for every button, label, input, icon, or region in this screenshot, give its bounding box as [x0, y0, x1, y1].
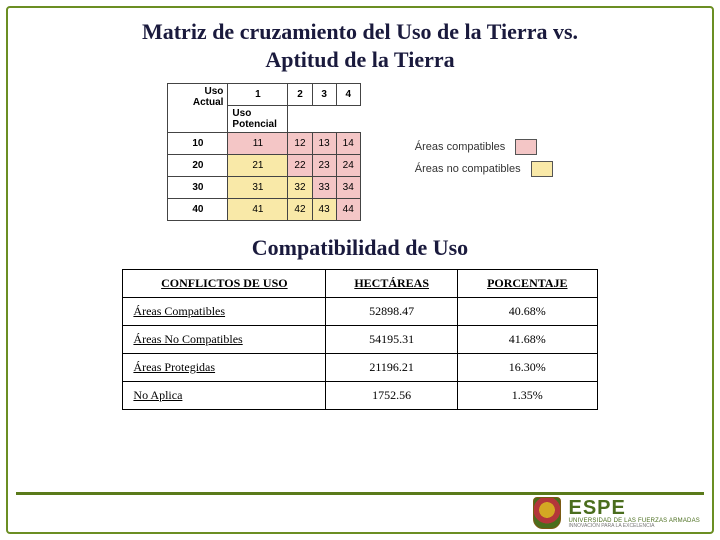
matrix-cell: 14 — [336, 133, 360, 155]
subtitle: Compatibilidad de Uso — [30, 235, 690, 261]
matrix-cell: 12 — [288, 133, 312, 155]
row-hectareas: 52898.47 — [326, 298, 458, 326]
matrix-cell: 31 — [228, 177, 288, 199]
table-header-row: CONFLICTOS DE USO HECTÁREAS PORCENTAJE — [123, 270, 597, 298]
legend-compat-swatch — [515, 139, 537, 155]
row-porcentaje: 16.30% — [457, 354, 597, 382]
row-label: Áreas Compatibles — [123, 298, 326, 326]
main-title: Matriz de cruzamiento del Uso de la Tier… — [30, 18, 690, 73]
matrix-cell: 41 — [228, 199, 288, 221]
cross-matrix: UsoActual 1 2 3 4 UsoPotencial1011121314… — [167, 83, 384, 221]
th-porcentaje: PORCENTAJE — [457, 270, 597, 298]
legend-compat-label: Áreas compatibles — [415, 141, 506, 153]
th-conflictos: CONFLICTOS DE USO — [123, 270, 326, 298]
row-porcentaje: 41.68% — [457, 326, 597, 354]
th-hectareas: HECTÁREAS — [326, 270, 458, 298]
matrix-cell: 33 — [312, 177, 336, 199]
row-label: Áreas Protegidas — [123, 354, 326, 382]
title-line-1: Matriz de cruzamiento del Uso de la Tier… — [142, 19, 578, 44]
logo-text: ESPE UNIVERSIDAD DE LAS FUERZAS ARMADAS … — [569, 498, 701, 529]
matrix-row-hdr: 20 — [168, 155, 228, 177]
matrix-cell: 42 — [288, 199, 312, 221]
compat-table: CONFLICTOS DE USO HECTÁREAS PORCENTAJE Á… — [122, 269, 597, 410]
matrix-row-hdr: 30 — [168, 177, 228, 199]
row-hectareas: 21196.21 — [326, 354, 458, 382]
row-label: Áreas No Compatibles — [123, 326, 326, 354]
crest-icon — [533, 497, 561, 529]
matrix-row-label-potencial: UsoPotencial — [228, 106, 288, 133]
logo-motto: INNOVACIÓN PARA LA EXCELENCIA — [569, 524, 701, 529]
matrix-col-2: 2 — [288, 84, 312, 106]
table-row: No Aplica1752.561.35% — [123, 382, 597, 410]
matrix-row-hdr: 40 — [168, 199, 228, 221]
matrix-col-4: 4 — [336, 84, 360, 106]
matrix-cell: 21 — [228, 155, 288, 177]
table-row: Áreas Compatibles52898.4740.68% — [123, 298, 597, 326]
legend-nocompat-label: Áreas no compatibles — [415, 163, 521, 175]
matrix-cell: 32 — [288, 177, 312, 199]
table-row: Áreas No Compatibles54195.3141.68% — [123, 326, 597, 354]
matrix-cell: 34 — [336, 177, 360, 199]
espe-logo: ESPE UNIVERSIDAD DE LAS FUERZAS ARMADAS … — [533, 497, 701, 529]
logo-name: ESPE — [569, 498, 701, 518]
table-body: Áreas Compatibles52898.4740.68%Áreas No … — [123, 298, 597, 410]
matrix-col-1: 1 — [228, 84, 288, 106]
matrix-cell: 13 — [312, 133, 336, 155]
matrix-cell: 22 — [288, 155, 312, 177]
legend-nocompat-swatch — [531, 161, 553, 177]
legend-nocompatible: Áreas no compatibles — [415, 161, 553, 177]
matrix-corner: UsoActual — [168, 84, 228, 133]
matrix-cell: 11 — [228, 133, 288, 155]
row-hectareas: 1752.56 — [326, 382, 458, 410]
matrix-cell: 24 — [336, 155, 360, 177]
row-hectareas: 54195.31 — [326, 326, 458, 354]
matrix-cell: 43 — [312, 199, 336, 221]
title-line-2: Aptitud de la Tierra — [265, 47, 454, 72]
matrix-cell: 44 — [336, 199, 360, 221]
matrix-area: UsoActual 1 2 3 4 UsoPotencial1011121314… — [30, 83, 690, 221]
row-label: No Aplica — [123, 382, 326, 410]
matrix-cell: 23 — [312, 155, 336, 177]
footer: ESPE UNIVERSIDAD DE LAS FUERZAS ARMADAS … — [6, 492, 714, 534]
matrix-legend: Áreas compatibles Áreas no compatibles — [415, 133, 553, 183]
slide-frame: Matriz de cruzamiento del Uso de la Tier… — [6, 6, 714, 534]
matrix-col-3: 3 — [312, 84, 336, 106]
row-porcentaje: 40.68% — [457, 298, 597, 326]
matrix-row-hdr: 10 — [168, 133, 228, 155]
row-porcentaje: 1.35% — [457, 382, 597, 410]
table-row: Áreas Protegidas21196.2116.30% — [123, 354, 597, 382]
legend-compatible: Áreas compatibles — [415, 139, 553, 155]
